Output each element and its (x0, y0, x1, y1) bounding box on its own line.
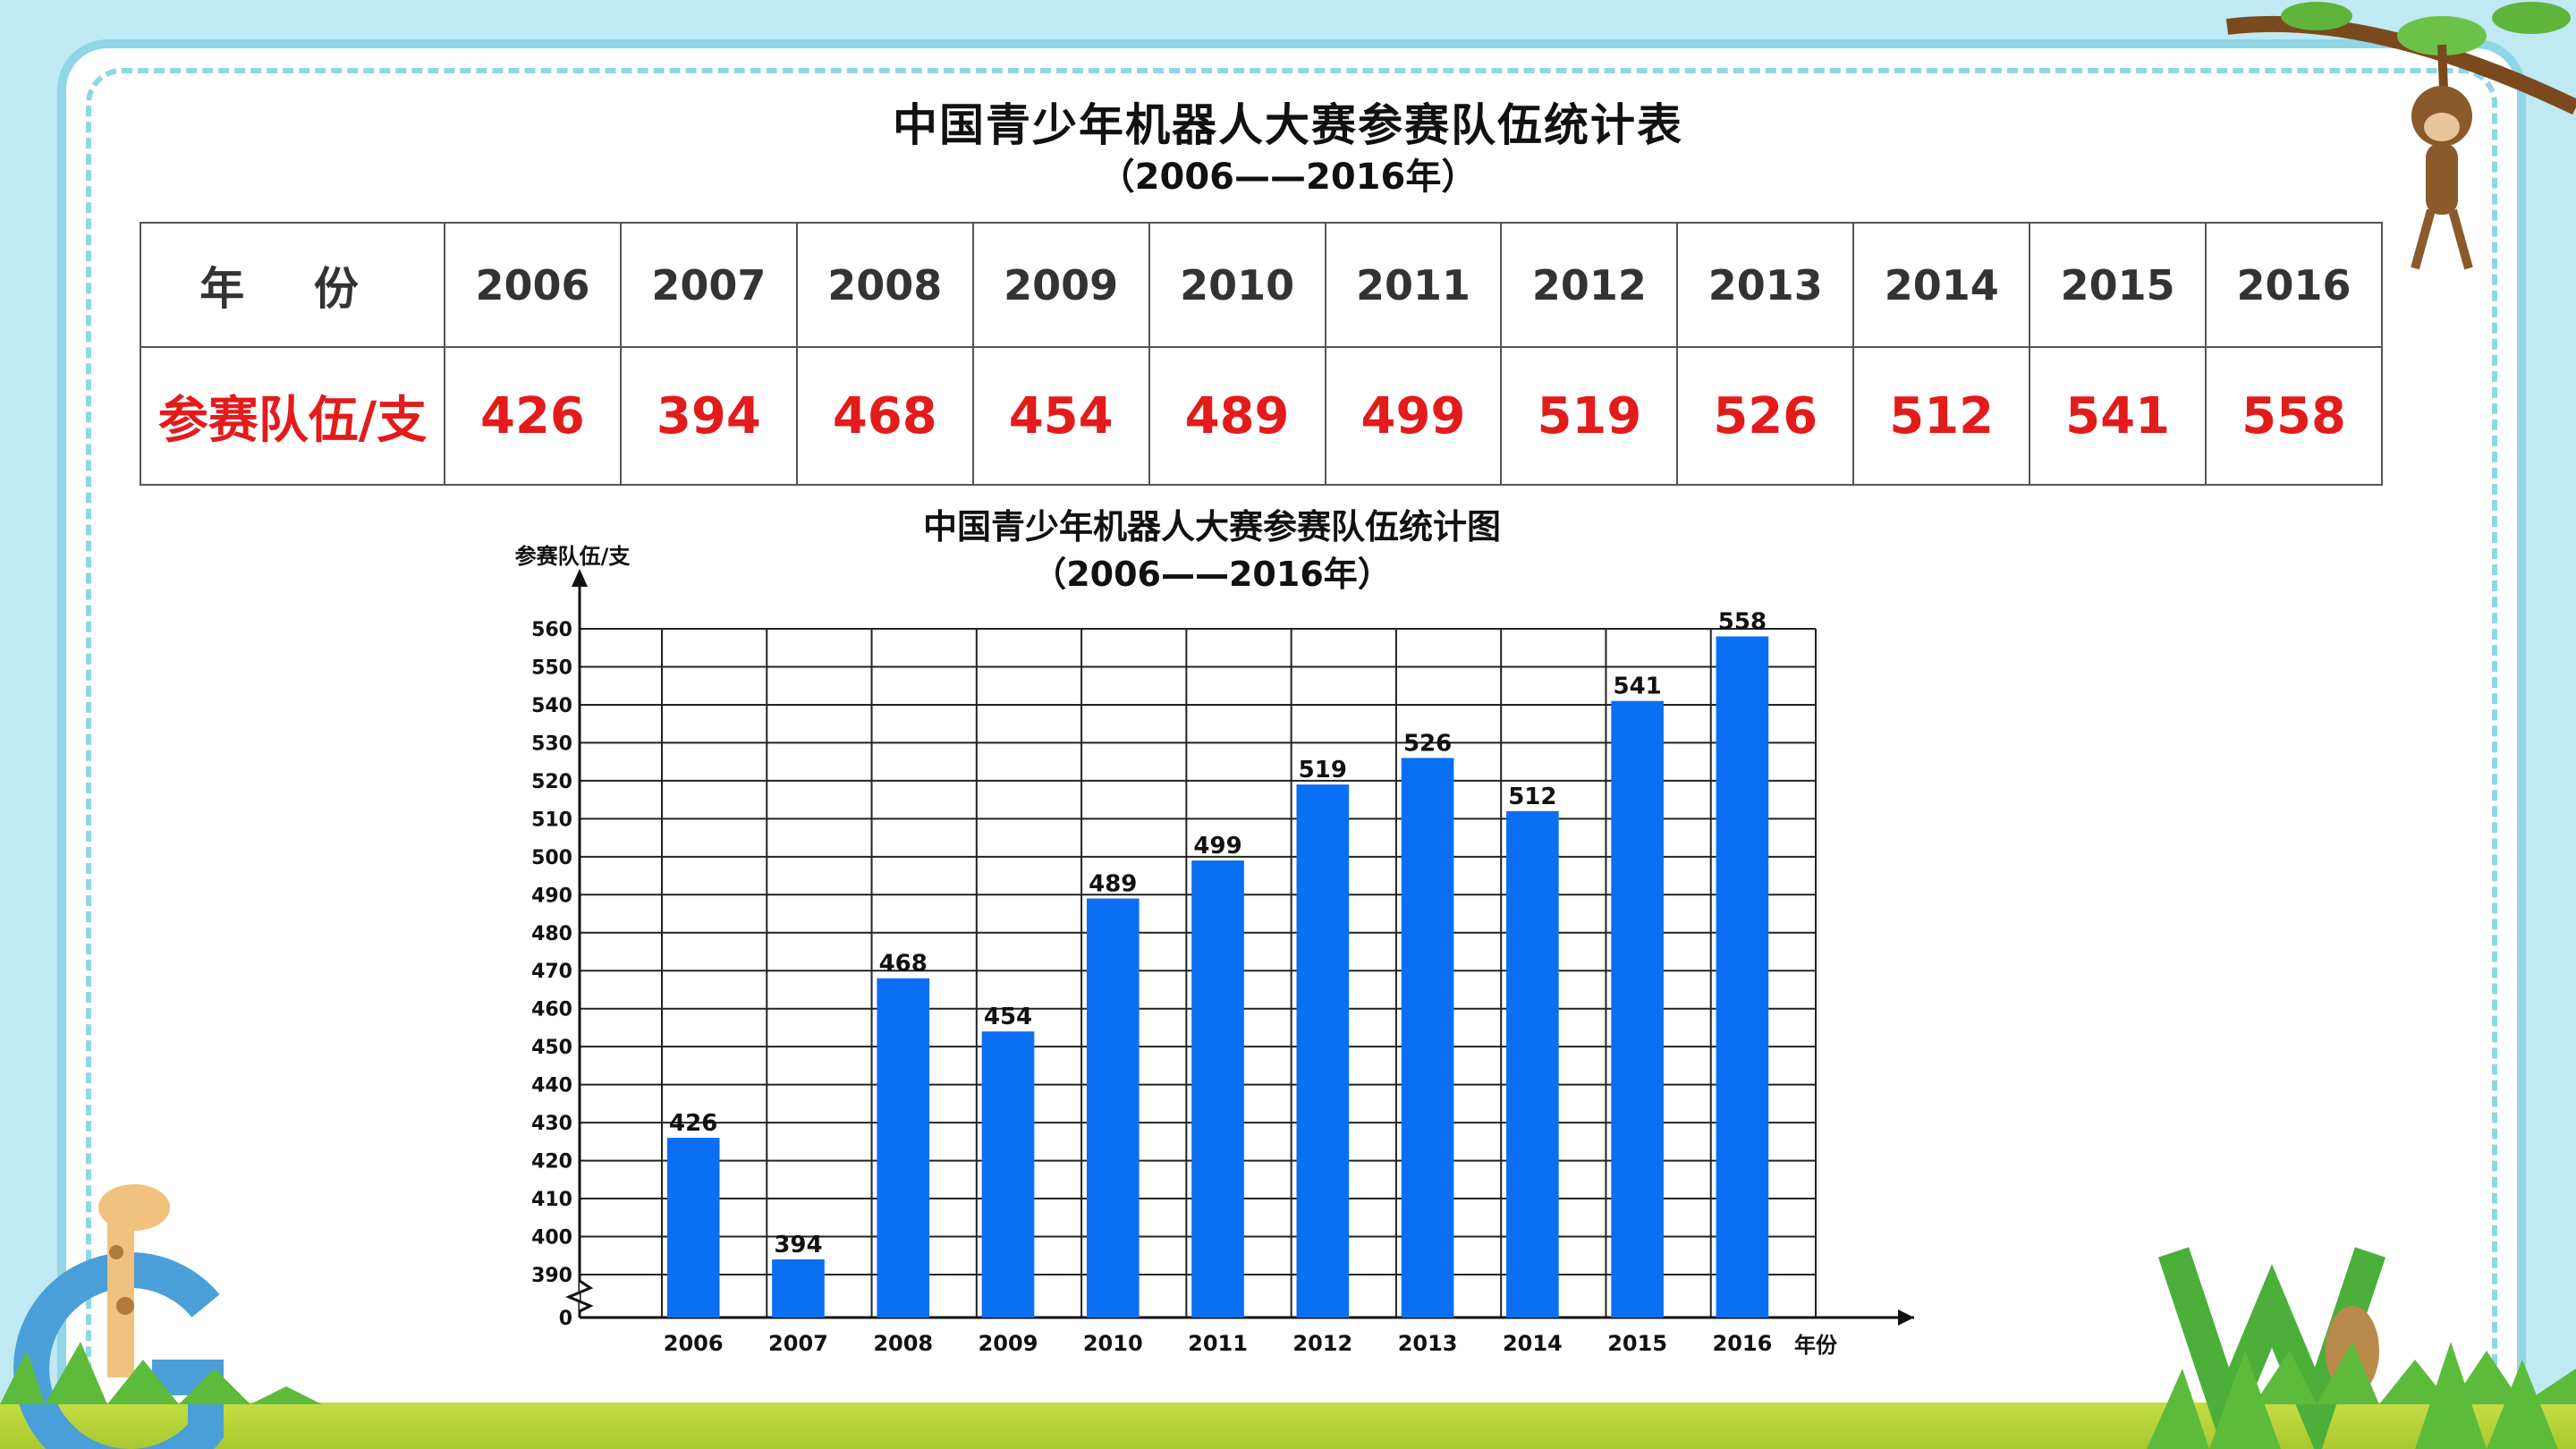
x-tick-label: 2007 (768, 1331, 828, 1356)
x-tick-label: 2009 (979, 1331, 1038, 1356)
table-value-cell: 519 (1500, 346, 1679, 486)
bar-value-label: 519 (1299, 757, 1347, 784)
bar-value-label: 454 (984, 1004, 1032, 1030)
table-value-cell: 468 (795, 346, 974, 486)
y-tick-label: 510 (531, 809, 572, 831)
x-tick-label: 2010 (1083, 1331, 1143, 1356)
dashed-border (86, 68, 2497, 1410)
monkey-branch-icon (2225, 2, 2576, 270)
table-year-cell: 2007 (619, 222, 798, 348)
grass-ground (0, 1402, 2576, 1449)
table-title: 中国青少年机器人大赛参赛队伍统计表 (893, 99, 1683, 151)
y-tick-label: 420 (531, 1151, 572, 1174)
bar (1401, 758, 1454, 1318)
table-year-cell: 2015 (2029, 222, 2207, 348)
table-year-cell: 2009 (971, 222, 1150, 348)
y-tick-label: 400 (531, 1227, 572, 1250)
bar (981, 1031, 1035, 1318)
y-tick-label: 440 (531, 1075, 572, 1097)
y-tick-label: 520 (531, 771, 572, 793)
bar-value-label: 394 (774, 1232, 822, 1258)
bar-value-label: 558 (1718, 608, 1767, 635)
y-tick-label: 460 (531, 999, 572, 1021)
table-year-cell: 2013 (1676, 222, 1855, 348)
bar-value-label: 426 (669, 1110, 717, 1137)
y-tick-label: 560 (531, 619, 572, 641)
table-value-cell: 394 (619, 346, 798, 486)
y-tick-label: 480 (531, 923, 572, 945)
bar (1611, 700, 1664, 1318)
axis-break (565, 1279, 594, 1313)
y-axis-arrow (572, 569, 588, 587)
table-year-cell: 2006 (444, 222, 622, 348)
y-tick-label: 390 (531, 1265, 572, 1287)
table-value-cell: 489 (1148, 346, 1326, 486)
x-tick-label: 2016 (1713, 1331, 1773, 1356)
x-tick-label: 2008 (873, 1331, 933, 1356)
y-tick-label: 540 (531, 695, 572, 717)
bar (1191, 860, 1244, 1318)
x-tick-label: 2015 (1607, 1331, 1667, 1356)
y-axis-label: 参赛队伍/支 (515, 544, 631, 569)
x-tick-label: 2014 (1503, 1331, 1563, 1356)
table-value-cell: 512 (1852, 346, 2031, 486)
bar (666, 1138, 720, 1318)
statistics-table: 年 份 2006 2007 2008 2009 2010 2011 2012 2… (140, 222, 2383, 486)
bar-value-label: 468 (879, 951, 928, 978)
y-tick-label: 490 (531, 885, 572, 907)
table-value-cell: 558 (2205, 346, 2383, 486)
chart-labels: 0 390 400 410 420 430 440 450 460 470 480 490 500 510… (531, 608, 1772, 1356)
table-value-cell: 426 (444, 346, 622, 486)
bar (1296, 784, 1350, 1318)
table-year-cell: 2014 (1852, 222, 2031, 348)
table-row-values: 参赛队伍/支 426 394 468 454 489 499 519 526 5… (140, 346, 2383, 486)
y-tick-label: 0 (559, 1308, 572, 1330)
y-tick-label: 550 (531, 657, 572, 679)
bar-value-label: 489 (1089, 871, 1137, 898)
bar (1716, 636, 1769, 1318)
y-tick-label: 410 (531, 1189, 572, 1211)
bar (772, 1259, 825, 1318)
y-tick-label: 430 (531, 1113, 572, 1135)
bar (1506, 810, 1559, 1318)
table-year-cell: 2010 (1148, 222, 1326, 348)
table-year-cell: 2012 (1500, 222, 1679, 348)
table-row-years: 年 份 2006 2007 2008 2009 2010 2011 2012 2… (140, 222, 2383, 348)
table-year-cell: 2011 (1324, 222, 1503, 348)
x-tick-label: 2006 (664, 1331, 724, 1356)
bar-value-label: 512 (1508, 784, 1556, 810)
y-tick-label: 450 (531, 1037, 572, 1059)
table-value-cell: 499 (1324, 346, 1503, 486)
x-axis-label: 年份 (1794, 1333, 1838, 1358)
table-header-year: 年 份 (140, 222, 445, 348)
x-tick-label: 2013 (1398, 1331, 1458, 1356)
giraffe-letter-g-icon (13, 1184, 224, 1449)
table-value-cell: 541 (2029, 346, 2207, 486)
table-subtitle: （2006——2016年） (1098, 157, 1478, 198)
table-year-cell: 2016 (2205, 222, 2383, 348)
table-header-value: 参赛队伍/支 (140, 346, 445, 486)
bar-value-label: 526 (1403, 730, 1452, 757)
table-year-cell: 2008 (795, 222, 974, 348)
chart-subtitle: （2006——2016年） (1032, 555, 1392, 594)
bar (877, 978, 930, 1318)
bar (1086, 898, 1140, 1318)
bar-value-label: 541 (1613, 674, 1661, 700)
chart-bars (666, 636, 1769, 1318)
x-tick-label: 2012 (1292, 1331, 1352, 1356)
chart-title: 中国青少年机器人大赛参赛队伍统计图 (923, 507, 1501, 547)
bar-value-label: 499 (1193, 833, 1241, 860)
y-tick-label: 470 (531, 961, 572, 983)
y-tick-label: 530 (531, 733, 572, 755)
x-axis-arrow (1898, 1309, 1914, 1326)
table-value-cell: 526 (1676, 346, 1855, 486)
grass-strip (0, 1342, 2576, 1404)
x-tick-label: 2011 (1188, 1331, 1248, 1356)
y-tick-label: 500 (531, 847, 572, 869)
table-value-cell: 454 (971, 346, 1150, 486)
